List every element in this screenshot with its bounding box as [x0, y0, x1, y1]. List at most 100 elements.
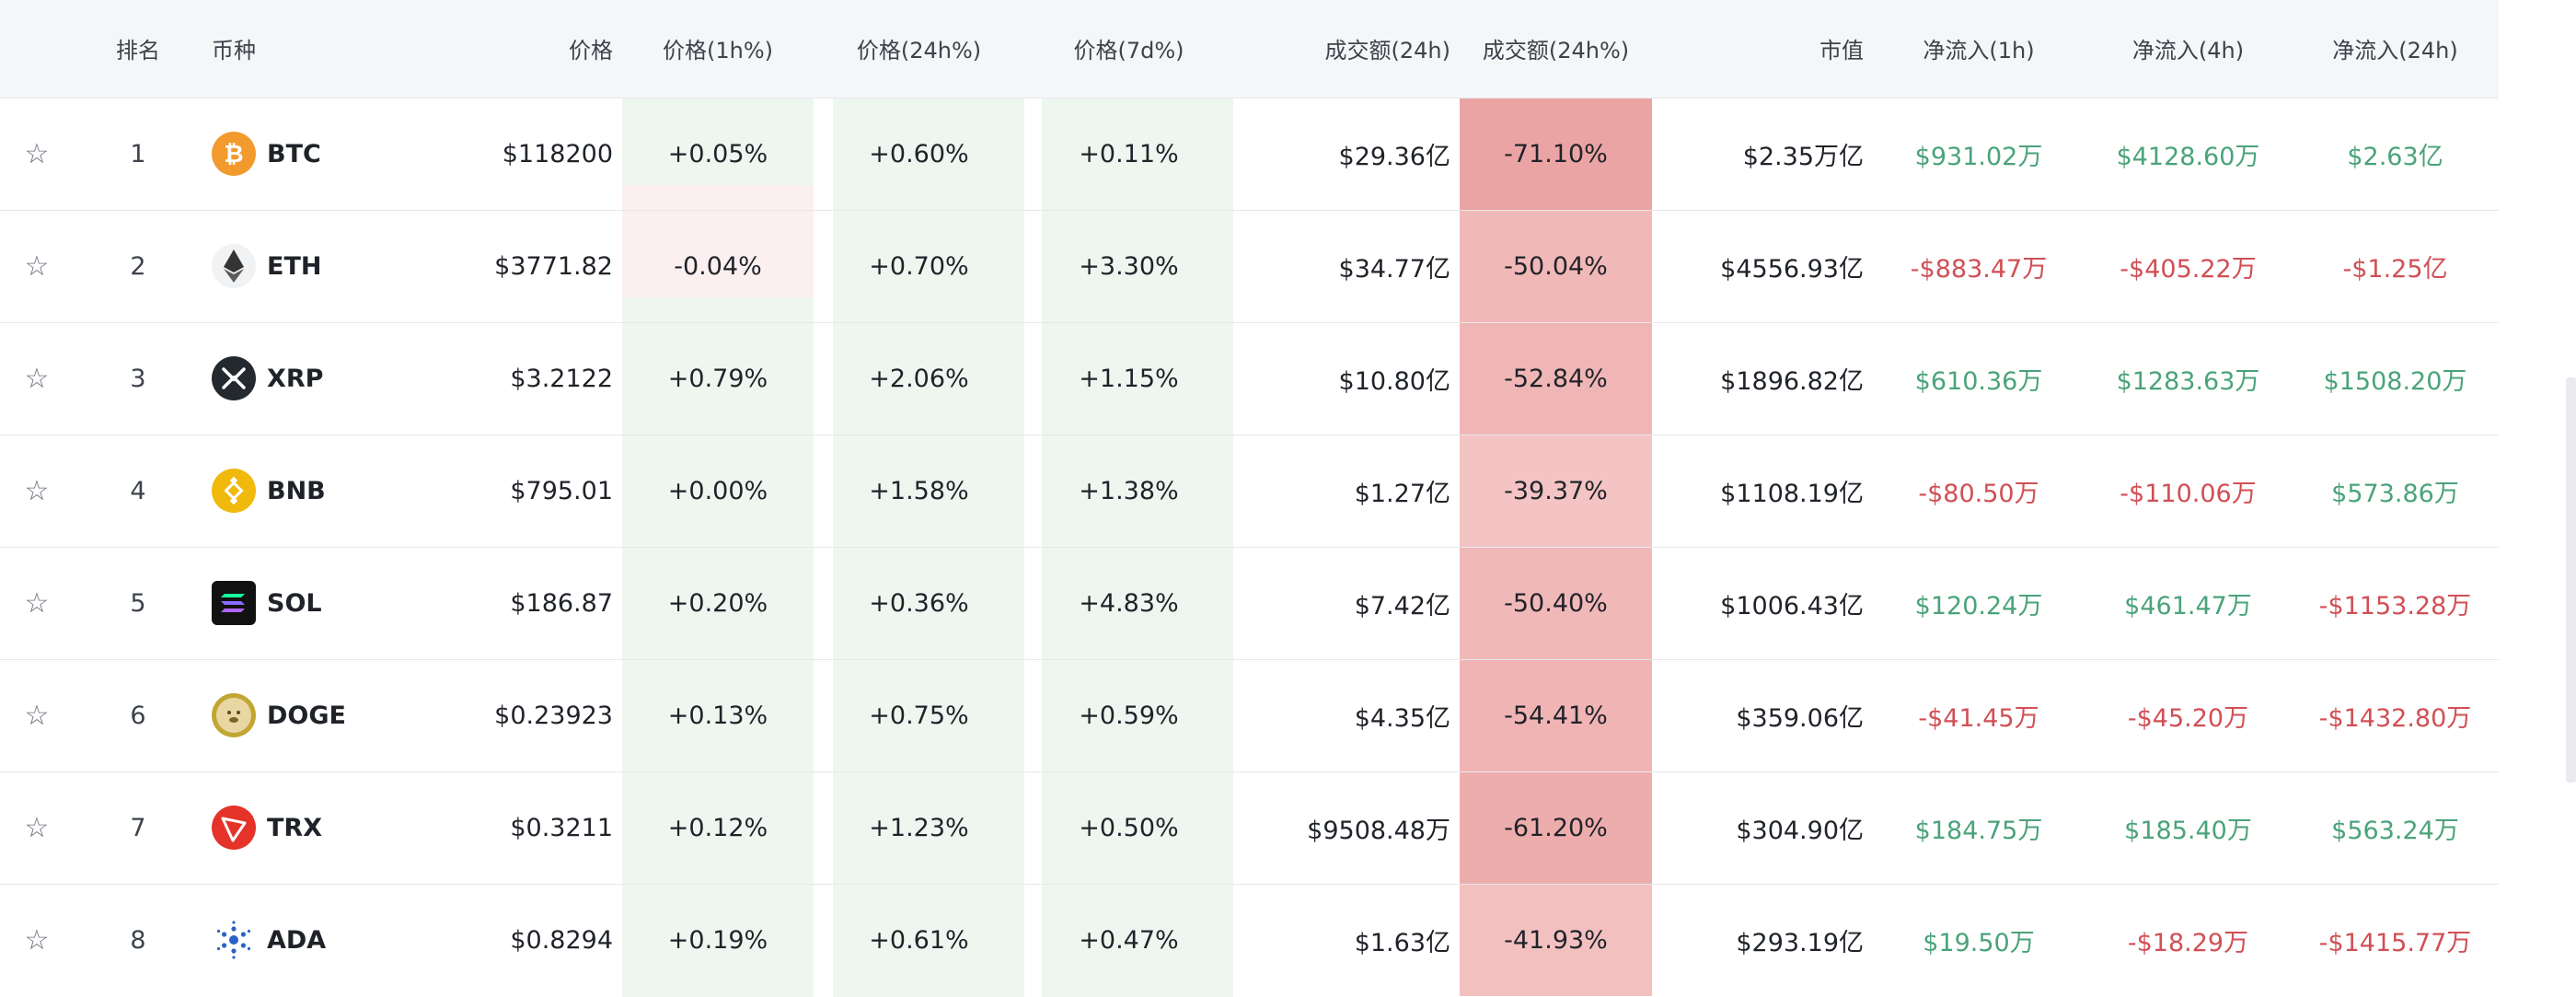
bnb-icon	[212, 469, 256, 513]
net-inflow-1h-cell: $931.02万	[1914, 142, 2043, 171]
coin-cell[interactable]: XRP	[202, 322, 405, 435]
price-cell: $3771.82	[494, 251, 613, 281]
net-inflow-4h-cell: $461.47万	[2124, 591, 2252, 620]
rank-cell: 2	[130, 251, 146, 281]
price-cell: $118200	[502, 139, 613, 168]
net-inflow-24h-cell: $573.86万	[2331, 479, 2459, 508]
market-cap-cell: $1006.43亿	[1720, 591, 1864, 620]
favorite-star-icon[interactable]: ☆	[24, 923, 50, 956]
net-inflow-4h-cell: -$110.06万	[2120, 479, 2257, 508]
rank-cell: 5	[130, 588, 146, 618]
change-24h-cell: +0.75%	[869, 701, 969, 730]
change-1h-column-tint	[622, 98, 814, 997]
header-market-cap[interactable]: 市值	[1819, 38, 1864, 64]
coin-cell[interactable]: ETH	[202, 210, 405, 322]
net-inflow-1h-cell: $184.75万	[1914, 816, 2043, 845]
volume-change-24h-cell: -41.93%	[1460, 884, 1652, 996]
favorite-star-icon[interactable]: ☆	[24, 699, 50, 732]
header-change-7d[interactable]: 价格(7d%)	[1073, 38, 1184, 64]
change-1h-cell: +0.13%	[667, 701, 768, 730]
volume-change-24h-cell: -50.04%	[1460, 210, 1652, 322]
change-1h-cell: +0.20%	[667, 588, 768, 618]
table-row[interactable]: ☆ 7 TRX $0.3211 +0.12% +1.23% +0.50% $95…	[0, 771, 2499, 884]
net-inflow-4h-cell: $4128.60万	[2116, 142, 2260, 171]
table-row[interactable]: ☆ 8 ADA $0.8294 +0.19% +0.61% +0.47% $1.…	[0, 884, 2499, 996]
change-7d-cell: +1.38%	[1079, 476, 1179, 505]
change-7d-cell: +0.50%	[1079, 813, 1179, 842]
change-24h-cell: +1.58%	[869, 476, 969, 505]
net-inflow-24h-cell: -$1153.28万	[2318, 591, 2472, 620]
coin-symbol[interactable]: ETH	[267, 251, 322, 281]
coin-symbol[interactable]: ADA	[267, 925, 327, 955]
net-inflow-4h-cell: -$405.22万	[2120, 254, 2257, 284]
coin-cell[interactable]: ₿ BTC	[202, 98, 405, 210]
net-inflow-1h-cell: $610.36万	[1914, 366, 2043, 396]
header-price[interactable]: 价格	[569, 38, 613, 64]
coin-cell[interactable]: BNB	[202, 435, 405, 547]
net-inflow-24h-cell: -$1415.77万	[2318, 928, 2472, 957]
market-cap-cell: $1108.19亿	[1720, 479, 1864, 508]
rank-cell: 3	[130, 364, 146, 393]
favorite-star-icon[interactable]: ☆	[24, 811, 50, 844]
net-inflow-1h-cell: $19.50万	[1923, 928, 2035, 957]
volume-24h-cell: $4.35亿	[1354, 703, 1450, 733]
volume-change-24h-cell: -50.40%	[1460, 547, 1652, 659]
header-row: 排名 币种 价格 价格(1h%) 价格(24h%) 价格(7d%) 成交额(24…	[0, 0, 2499, 98]
bitcoin-icon: ₿	[212, 132, 256, 176]
volume-24h-cell: $7.42亿	[1354, 591, 1450, 620]
change-24h-cell: +0.61%	[869, 925, 969, 955]
volume-24h-cell: $9508.48万	[1307, 816, 1450, 845]
change-7d-cell: +0.11%	[1079, 139, 1179, 168]
header-volume-change-24h[interactable]: 成交额(24h%)	[1482, 38, 1630, 64]
net-inflow-4h-cell: -$18.29万	[2127, 928, 2249, 957]
header-volume-24h[interactable]: 成交额(24h)	[1324, 38, 1450, 64]
volume-24h-cell: $1.63亿	[1354, 928, 1450, 957]
net-inflow-1h-cell: $120.24万	[1914, 591, 2043, 620]
favorite-star-icon[interactable]: ☆	[24, 474, 50, 507]
favorite-star-icon[interactable]: ☆	[24, 137, 50, 170]
header-change-1h[interactable]: 价格(1h%)	[662, 38, 773, 64]
change-7d-cell: +0.59%	[1079, 701, 1179, 730]
header-favorite	[0, 0, 74, 98]
coin-symbol[interactable]: BNB	[267, 476, 326, 505]
volume-24h-cell: $34.77亿	[1338, 254, 1450, 284]
header-net-inflow-4h[interactable]: 净流入(4h)	[2131, 38, 2245, 64]
coin-symbol[interactable]: DOGE	[267, 701, 346, 730]
rank-cell: 1	[130, 139, 146, 168]
coin-cell[interactable]: TRX	[202, 771, 405, 884]
table-row[interactable]: ☆ 3 XRP $3.2122 +0.79% +2.06% +1.15% $10…	[0, 322, 2499, 435]
coin-symbol[interactable]: BTC	[267, 139, 321, 168]
header-coin[interactable]: 币种	[212, 38, 256, 64]
table-row[interactable]: ☆ 5 SOL $186.87 +0.20% +0.36% +4.83% $7.…	[0, 547, 2499, 659]
table-row[interactable]: ☆ 4 BNB $795.01 +0.00% +1.58% +1.38% $1.…	[0, 435, 2499, 547]
coin-symbol[interactable]: SOL	[267, 588, 322, 618]
svg-text:₿: ₿	[224, 141, 243, 168]
coin-cell[interactable]: DOGE	[202, 659, 405, 771]
rank-cell: 7	[130, 813, 146, 842]
scrollbar[interactable]	[2566, 377, 2576, 783]
coin-symbol[interactable]: TRX	[267, 813, 323, 842]
change-24h-cell: +0.70%	[869, 251, 969, 281]
net-inflow-24h-cell: -$1432.80万	[2318, 703, 2472, 733]
net-inflow-4h-cell: -$45.20万	[2127, 703, 2249, 733]
table-row[interactable]: ☆ 6 DOGE $0.23923 +0.13% +0.75% +0.59% $…	[0, 659, 2499, 771]
table-row[interactable]: ☆ 1 ₿ BTC $118200 +0.05% +0.60% +0.11% $…	[0, 98, 2499, 210]
header-net-inflow-1h[interactable]: 净流入(1h)	[1923, 38, 2035, 64]
header-net-inflow-24h[interactable]: 净流入(24h)	[2332, 38, 2458, 64]
volume-change-24h-cell: -61.20%	[1460, 771, 1652, 884]
header-change-24h[interactable]: 价格(24h%)	[856, 38, 982, 64]
crypto-market-table: 排名 币种 价格 价格(1h%) 价格(24h%) 价格(7d%) 成交额(24…	[0, 0, 2499, 996]
solana-icon	[212, 581, 256, 625]
rank-cell: 6	[130, 701, 146, 730]
coin-symbol[interactable]: XRP	[267, 364, 324, 393]
favorite-star-icon[interactable]: ☆	[24, 362, 50, 395]
favorite-star-icon[interactable]: ☆	[24, 249, 50, 283]
change-7d-cell: +0.47%	[1079, 925, 1179, 955]
header-rank[interactable]: 排名	[116, 38, 160, 64]
coin-cell[interactable]: SOL	[202, 547, 405, 659]
table-row[interactable]: ☆ 2 ETH $3771.82 -0.04% +0.70% +3.30% $3…	[0, 210, 2499, 322]
favorite-star-icon[interactable]: ☆	[24, 586, 50, 620]
tron-icon	[212, 806, 256, 850]
coin-cell[interactable]: ADA	[202, 884, 405, 996]
volume-change-24h-cell: -39.37%	[1460, 435, 1652, 547]
